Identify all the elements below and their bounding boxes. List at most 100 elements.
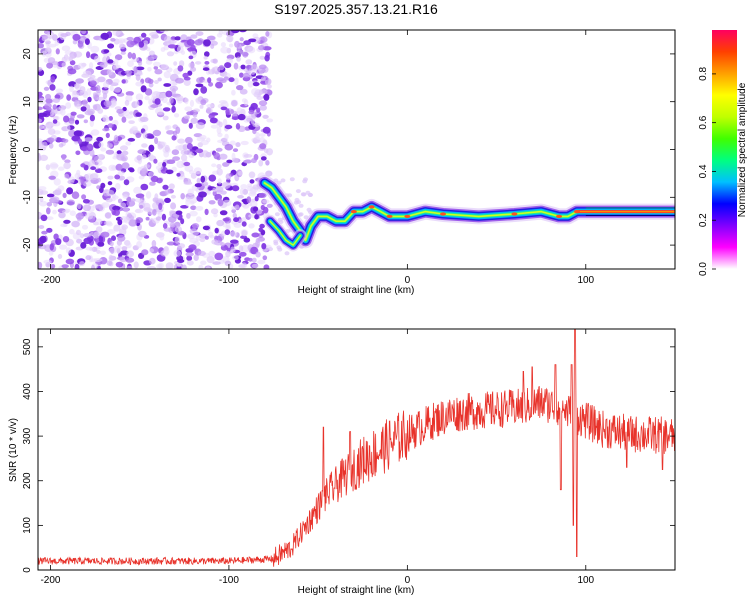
- noise-speckle: [43, 86, 50, 91]
- noise-speckle: [66, 94, 72, 101]
- noise-speckle: [223, 76, 229, 81]
- noise-speckle: [217, 199, 224, 207]
- noise-speckle: [261, 243, 267, 250]
- noise-speckle: [110, 37, 116, 42]
- noise-speckle: [193, 88, 199, 96]
- noise-speckle: [95, 168, 103, 173]
- noise-speckle: [216, 219, 225, 227]
- noise-speckle: [80, 242, 87, 249]
- noise-speckle: [190, 205, 197, 211]
- noise-speckle: [38, 261, 43, 269]
- noise-speckle: [163, 150, 170, 158]
- y-tick-label: 10: [22, 96, 33, 108]
- noise-speckle: [196, 216, 202, 223]
- noise-speckle: [294, 197, 300, 202]
- noise-speckle: [71, 191, 80, 199]
- noise-speckle: [121, 79, 126, 84]
- noise-speckle: [119, 145, 129, 151]
- noise-speckle: [176, 172, 181, 177]
- noise-speckle: [186, 255, 193, 261]
- noise-speckle: [105, 149, 115, 155]
- noise-speckle: [274, 212, 280, 217]
- noise-speckle: [154, 69, 163, 75]
- noise-speckle: [100, 147, 107, 152]
- noise-speckle: [75, 78, 84, 84]
- noise-speckle: [138, 175, 145, 180]
- noise-speckle: [231, 100, 238, 107]
- noise-speckle: [181, 264, 187, 269]
- noise-speckle: [107, 175, 114, 180]
- noise-speckle: [120, 51, 126, 55]
- noise-speckle: [104, 212, 112, 219]
- noise-speckle: [231, 89, 236, 96]
- noise-speckle: [63, 162, 71, 170]
- noise-speckle: [127, 52, 133, 59]
- noise-speckle: [41, 34, 48, 40]
- noise-speckle: [231, 116, 239, 121]
- noise-speckle: [129, 127, 138, 133]
- noise-speckle: [200, 99, 207, 106]
- noise-speckle: [268, 247, 273, 252]
- noise-speckle: [173, 249, 182, 257]
- noise-speckle: [46, 62, 53, 69]
- noise-speckle: [84, 137, 93, 143]
- noise-speckle: [71, 220, 80, 228]
- noise-speckle: [76, 202, 82, 210]
- noise-speckle: [258, 64, 267, 70]
- noise-speckle: [255, 251, 261, 258]
- noise-speckle: [126, 36, 134, 41]
- top-y-axis: 20 10 0 -10 -20: [22, 48, 675, 252]
- noise-speckle: [152, 202, 159, 210]
- noise-speckle: [157, 144, 164, 150]
- x-tick-label: -200: [40, 575, 60, 586]
- noise-speckle: [248, 257, 253, 262]
- noise-speckle: [239, 72, 244, 78]
- noise-speckle: [204, 235, 209, 240]
- noise-speckle: [259, 136, 266, 143]
- x-tick-label: 0: [405, 575, 411, 586]
- noise-speckle: [103, 81, 109, 89]
- noise-speckle: [39, 196, 44, 203]
- noise-speckle: [49, 110, 55, 117]
- noise-speckle: [241, 262, 247, 269]
- noise-speckle: [162, 161, 167, 168]
- noise-speckle: [148, 82, 154, 88]
- noise-speckle: [224, 143, 234, 151]
- noise-speckle: [166, 241, 176, 246]
- noise-speckle: [214, 185, 224, 193]
- noise-speckle: [81, 194, 87, 200]
- noise-speckle: [165, 90, 173, 98]
- noise-speckle: [121, 224, 128, 230]
- noise-speckle: [229, 140, 236, 146]
- noise-speckle: [166, 130, 175, 135]
- noise-speckle: [75, 229, 82, 236]
- noise-speckle: [241, 230, 248, 237]
- noise-speckle: [100, 32, 110, 40]
- noise-speckle: [250, 102, 258, 110]
- noise-speckle: [242, 188, 249, 195]
- noise-speckle: [111, 235, 116, 241]
- noise-speckle: [134, 198, 143, 203]
- noise-speckle: [76, 103, 81, 110]
- noise-speckle: [138, 41, 145, 48]
- noise-speckle: [224, 260, 232, 266]
- noise-speckle: [163, 71, 171, 79]
- noise-speckle: [262, 255, 268, 261]
- noise-speckle: [249, 188, 257, 195]
- noise-speckle: [51, 196, 60, 203]
- noise-speckle: [265, 160, 270, 166]
- noise-speckle: [234, 40, 240, 48]
- noise-speckle: [127, 60, 134, 67]
- noise-speckle: [95, 226, 103, 233]
- noise-speckle: [108, 116, 114, 121]
- noise-speckle: [83, 119, 89, 124]
- noise-speckle: [123, 206, 129, 213]
- noise-speckle: [93, 172, 99, 179]
- noise-speckle: [81, 224, 89, 230]
- noise-speckle: [199, 238, 206, 243]
- spectrogram-background: [38, 30, 675, 269]
- noise-speckle: [289, 177, 295, 182]
- noise-speckle: [258, 45, 265, 51]
- noise-speckle: [162, 223, 168, 229]
- noise-speckle: [177, 138, 186, 144]
